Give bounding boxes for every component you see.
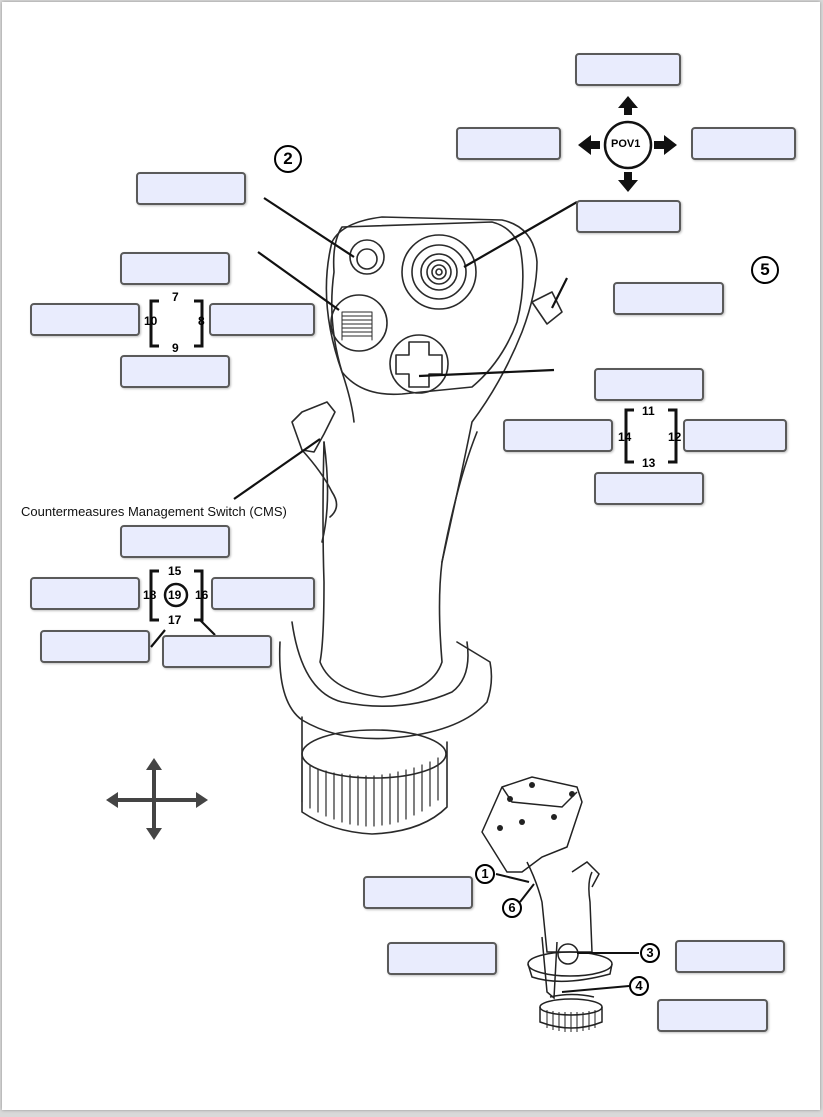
dms-hat-outline (389, 334, 449, 394)
hat-number-7: 7 (172, 290, 179, 304)
answer-box-dms-right[interactable] (683, 419, 787, 452)
callout-2: 2 (274, 145, 302, 173)
pov-arrow-right (654, 135, 677, 155)
hat-number-10: 10 (144, 314, 158, 328)
answer-box-dms-down[interactable] (594, 472, 704, 505)
hat-number-19: 19 (168, 588, 182, 602)
answer-box-pov-right[interactable] (691, 127, 796, 160)
hat-brackets (149, 299, 678, 622)
pov-arrow-up (618, 96, 638, 115)
callout-4: 4 (629, 976, 649, 996)
answer-box-callout-1[interactable] (363, 876, 473, 909)
pov-circle (603, 120, 653, 170)
hat-number-14: 14 (618, 430, 632, 444)
trim-hat-outline (330, 294, 388, 352)
answer-box-pov-left[interactable] (456, 127, 561, 160)
answer-box-trim-left[interactable] (30, 303, 140, 336)
answer-box-cms-press[interactable] (162, 635, 272, 668)
side-view-dots (497, 782, 575, 831)
answer-box-callout-4[interactable] (657, 999, 768, 1032)
hat-number-17: 17 (168, 613, 182, 627)
answer-box-dms-up[interactable] (594, 368, 704, 401)
pov-arrows (578, 96, 677, 192)
side-switch (531, 291, 563, 325)
hat-number-16: 16 (195, 588, 209, 602)
pov-hat-outline (401, 234, 477, 310)
hat-number-12: 12 (668, 430, 682, 444)
base-collar (301, 729, 447, 779)
answer-box-pov-down[interactable] (576, 200, 681, 233)
answer-box-trim-up[interactable] (120, 252, 230, 285)
answer-box-dms-left[interactable] (503, 419, 613, 452)
hat-number-13: 13 (642, 456, 656, 470)
pov-label: POV1 (611, 138, 641, 150)
button-2-outline (349, 239, 385, 275)
base-plate-inner (291, 621, 469, 708)
answer-box-side-switch-5[interactable] (613, 282, 724, 315)
answer-box-trim-right[interactable] (209, 303, 315, 336)
hat-number-8: 8 (198, 314, 205, 328)
hat-number-15: 15 (168, 564, 182, 578)
answer-box-trim-down[interactable] (120, 355, 230, 388)
base-plate (278, 641, 493, 740)
callout-5: 5 (751, 256, 779, 284)
grip-head-plate (331, 221, 524, 396)
hat-number-11: 11 (642, 404, 655, 418)
callout-1: 1 (475, 864, 495, 884)
side-view-joystick (481, 776, 613, 1032)
hat-number-9: 9 (172, 341, 179, 355)
callout-3: 3 (640, 943, 660, 963)
answer-box-cms-right[interactable] (211, 577, 315, 610)
hat-number-18: 18 (143, 588, 157, 602)
pov-arrow-left (578, 135, 600, 155)
answer-box-button-2[interactable] (136, 172, 246, 205)
answer-box-pov-up[interactable] (575, 53, 681, 86)
side-view-leaders (495, 873, 639, 993)
answer-box-cms-up[interactable] (120, 525, 230, 558)
base-ridges (301, 757, 439, 827)
cms-press-circle (163, 582, 189, 608)
callout-6: 6 (502, 898, 522, 918)
base-ring (301, 716, 448, 835)
answer-box-cms-down-left[interactable] (40, 630, 150, 663)
pov-arrow-down (618, 172, 638, 192)
grip-body (319, 216, 538, 698)
axes-cross-icon (106, 758, 208, 840)
cms-label: Countermeasures Management Switch (CMS) (21, 504, 287, 519)
answer-box-callout-3[interactable] (675, 940, 785, 973)
answer-box-callout-6[interactable] (387, 942, 497, 975)
answer-box-cms-left[interactable] (30, 577, 140, 610)
leader-lines (150, 197, 578, 648)
